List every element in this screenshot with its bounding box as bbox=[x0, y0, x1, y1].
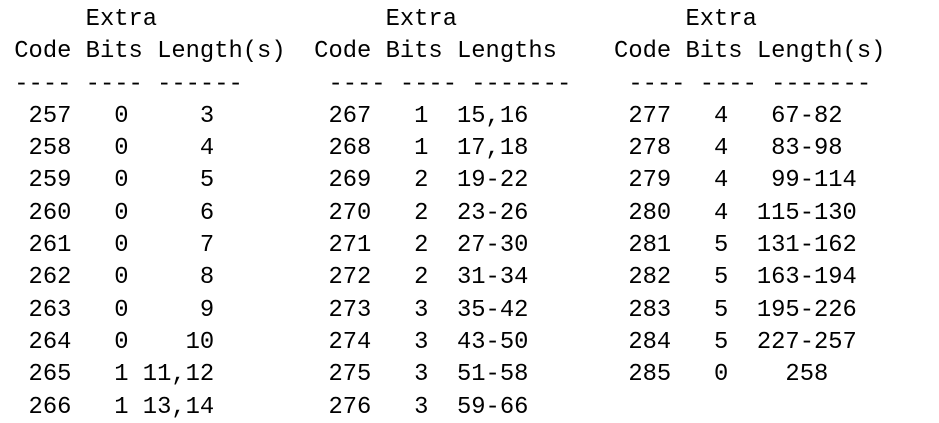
code-row-line: 266 1 13,14 276 3 59-66 bbox=[0, 393, 529, 421]
code-row-line: 262 0 8 272 2 31-34 282 5 163-194 bbox=[0, 264, 857, 292]
code-row-line: 258 0 4 268 1 17,18 278 4 83-98 bbox=[0, 135, 843, 163]
separator-line: ---- ---- ------ ---- ---- ------- ---- … bbox=[0, 70, 872, 98]
code-row-line: 263 0 9 273 3 35-42 283 5 195-226 bbox=[0, 296, 857, 324]
code-row-line: 257 0 3 267 1 15,16 277 4 67-82 bbox=[0, 102, 843, 130]
code-row-line: 260 0 6 270 2 23-26 280 4 115-130 bbox=[0, 199, 857, 227]
header-extra-line: Extra Extra Extra bbox=[0, 6, 757, 33]
code-row-line: 265 1 11,12 275 3 51-58 285 0 258 bbox=[0, 361, 829, 389]
code-row-line: 261 0 7 271 2 27-30 281 5 131-162 bbox=[0, 232, 857, 260]
code-row-line: 264 0 10 274 3 43-50 284 5 227-257 bbox=[0, 328, 857, 356]
header-columns-line: Code Bits Length(s) Code Bits Lengths Co… bbox=[0, 38, 886, 66]
code-row-line: 259 0 5 269 2 19-22 279 4 99-114 bbox=[0, 167, 857, 195]
